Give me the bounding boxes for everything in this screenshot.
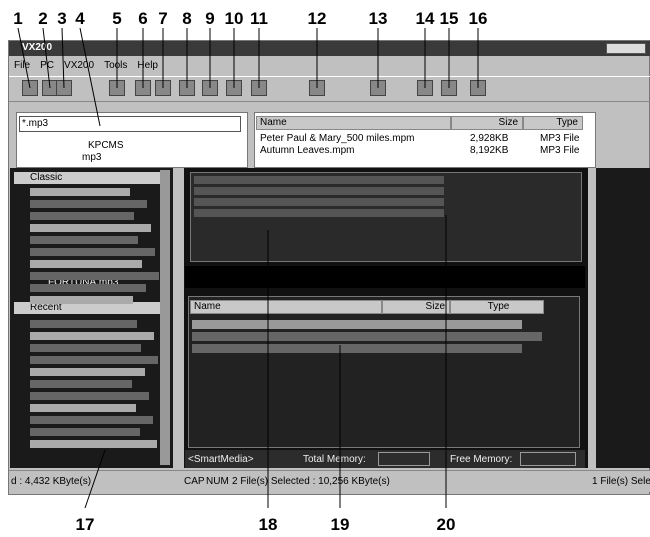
callout-number: 16 (469, 9, 488, 28)
callout-number: 4 (75, 9, 85, 28)
leader-line (43, 28, 50, 88)
callout-number: 2 (38, 9, 47, 28)
callout-number: 17 (76, 515, 95, 534)
leader-line (85, 450, 105, 508)
callout-number: 1 (13, 9, 22, 28)
callout-number: 7 (158, 9, 167, 28)
callout-number: 8 (182, 9, 191, 28)
callout-number: 20 (437, 515, 456, 534)
callout-number: 13 (369, 9, 388, 28)
callout-layer: 1234567891011121314151617181920 (0, 0, 650, 537)
callout-number: 11 (250, 9, 268, 28)
callout-number: 5 (112, 9, 121, 28)
leader-line (80, 28, 100, 126)
callout-number: 3 (57, 9, 66, 28)
callout-number: 10 (225, 9, 244, 28)
leader-line (18, 28, 30, 88)
callout-number: 12 (308, 9, 327, 28)
page: VX200 FilePCVX200ToolsHelp *.mp3 KPCMS m… (0, 0, 650, 537)
callout-number: 9 (205, 9, 214, 28)
callout-number: 15 (440, 9, 459, 28)
callout-number: 6 (138, 9, 147, 28)
callout-number: 19 (331, 515, 350, 534)
callout-number: 18 (259, 515, 278, 534)
leader-line (62, 28, 64, 88)
callout-number: 14 (416, 9, 435, 28)
